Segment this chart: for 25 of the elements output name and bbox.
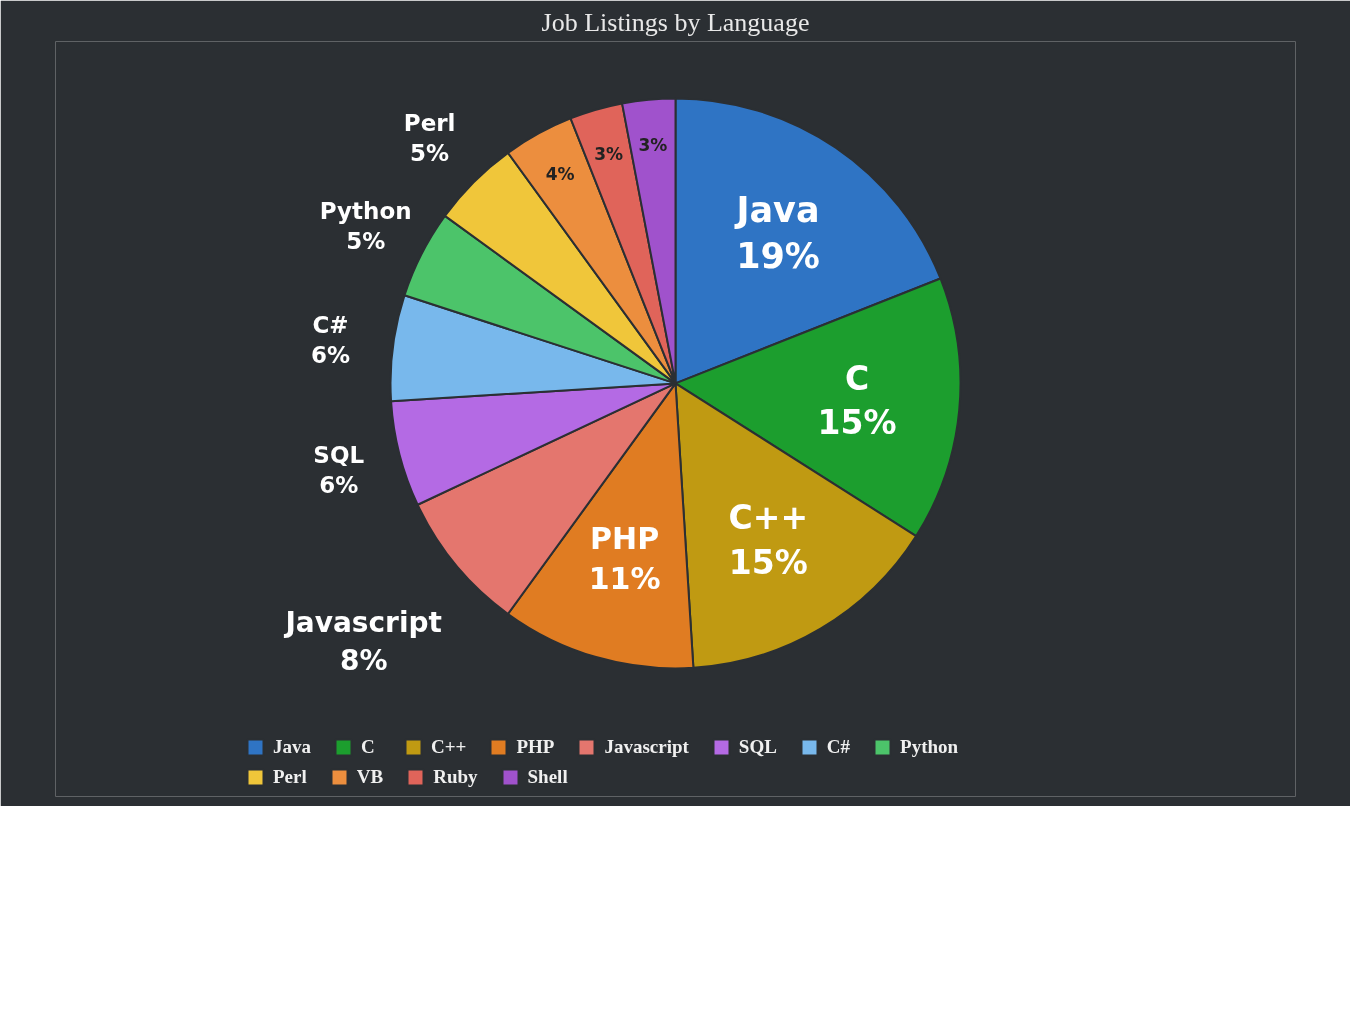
legend-label: Python — [900, 736, 959, 758]
data-label: Java 19% — [734, 189, 820, 276]
data-label: C++ 15% — [728, 498, 809, 583]
legend-label: SQL — [738, 736, 777, 758]
legend-label: Shell — [527, 766, 568, 788]
data-label: PHP 11% — [588, 520, 661, 597]
data-label: C 15% — [817, 358, 897, 443]
legend-label: C# — [826, 736, 851, 758]
legend-label: C — [361, 736, 376, 758]
data-label: Perl 5% — [403, 109, 456, 166]
legend-label: C++ — [431, 736, 467, 758]
data-label: 4% — [545, 163, 575, 184]
data-label: C# 6% — [311, 311, 351, 368]
legend-label: Java — [273, 736, 311, 758]
legend-label: PHP — [516, 736, 555, 758]
data-label: SQL 6% — [313, 441, 365, 498]
legend-label: Ruby — [433, 766, 478, 788]
chart-title: Job Listings by Language — [541, 7, 810, 37]
data-label: 3% — [638, 135, 668, 156]
legend-label: Javascript — [604, 736, 689, 758]
legend-label: VB — [356, 766, 384, 788]
data-label: Python 5% — [319, 197, 412, 254]
legend-label: Perl — [273, 766, 307, 788]
data-label: 3% — [594, 143, 624, 164]
data-label: Javascript 8% — [283, 605, 442, 677]
